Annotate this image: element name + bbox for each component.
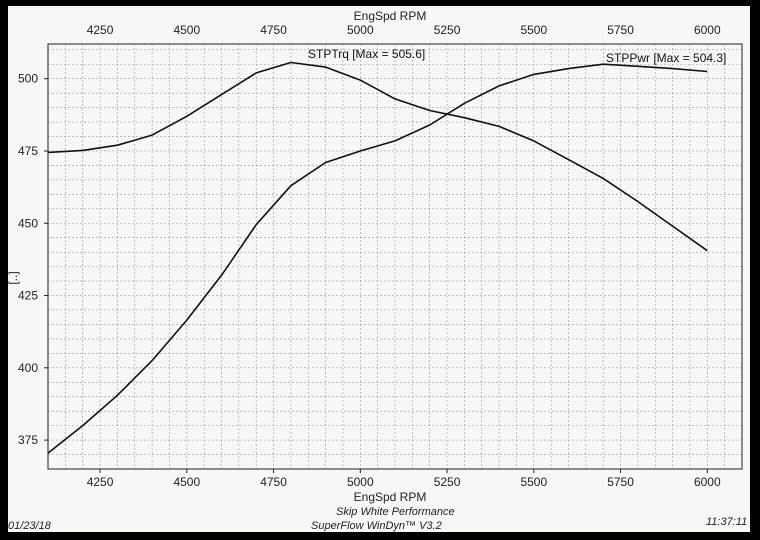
y-tick-label: 375 [18,433,38,447]
data-point-stppwr [463,102,465,104]
data-point-stppwr [221,274,223,276]
x-tick-label-top: 4250 [87,23,114,37]
data-point-stptrq [498,125,500,127]
data-point-stptrq [325,66,327,68]
data-point-stptrq [255,72,257,74]
x-tick-label-top: 4500 [173,23,200,37]
data-point-stppwr [186,319,188,321]
data-point-stppwr [672,68,674,70]
data-point-stptrq [116,144,118,146]
data-point-stppwr [82,425,84,427]
data-point-stppwr [255,224,257,226]
data-point-stppwr [498,85,500,87]
data-point-stptrq [82,149,84,151]
chart-series [47,61,708,454]
data-point-stppwr [706,70,708,72]
x-tick-label-bottom: 4500 [173,475,200,489]
data-point-stppwr [394,140,396,142]
data-point-stptrq [637,201,639,203]
x-tick-label-bottom: 4750 [260,475,287,489]
x-tick-label-top: 6000 [694,23,721,37]
x-tick-label-bottom: 5750 [607,475,634,489]
data-point-stppwr [47,452,49,454]
y-tick-label: 400 [18,361,38,375]
y-tick-label: 475 [18,144,38,158]
y-tick-label: 450 [18,216,38,230]
series-line-stppwr [47,63,708,454]
plot-border [47,43,743,470]
x-tick-label-top: 5750 [607,23,634,37]
data-point-stppwr [116,394,118,396]
data-point-stppwr [359,150,361,152]
x-tick-label-top: 5250 [434,23,461,37]
data-point-stptrq [463,117,465,119]
chart-frame: 4250 4250 4500 4500 4750 4750 5000 5000 5250 5250… [8,6,750,532]
x-tick-label-top: 5500 [520,23,547,37]
data-point-stppwr [602,63,604,65]
data-point-stptrq [706,250,708,252]
data-point-stppwr [151,360,153,362]
footer-software: SuperFlow WinDyn™ V3.2 [311,520,442,532]
data-point-stppwr [325,162,327,164]
data-point-stptrq [394,98,396,100]
chart-axes: 4250 4250 4500 4500 4750 4750 5000 5000 5250 5250… [18,23,743,489]
data-point-stppwr [637,65,639,67]
data-point-stptrq [359,79,361,81]
x-axis-title-top: EngSpd RPM [354,9,427,23]
footer-company: Skip White Performance [336,506,455,518]
footer-time: 11:37:11 [706,516,748,528]
footer-date: 01/23/18 [8,520,51,532]
x-tick-label-bottom: 4250 [87,475,114,489]
dyno-chart: 4250 4250 4500 4500 4750 4750 5000 5000 5250 5250… [8,9,743,504]
data-point-stptrq [568,159,570,161]
x-tick-label-bottom: 5500 [520,475,547,489]
series-annotation-stppwr: STPPwr [Max = 504.3] [606,51,726,65]
x-tick-label-bottom: 6000 [694,475,721,489]
data-point-stptrq [602,177,604,179]
x-tick-label-top: 4750 [260,23,287,37]
data-point-stppwr [429,124,431,126]
data-point-stptrq [429,109,431,111]
data-point-stptrq [672,225,674,227]
data-point-stptrq [221,94,223,96]
data-point-stptrq [151,134,153,136]
series-annotation-stptrq: STPTrq [Max = 505.6] [308,47,425,61]
data-point-stptrq [186,115,188,117]
data-point-stptrq [47,151,49,153]
data-point-stptrq [290,62,292,64]
data-point-stppwr [533,73,535,75]
y-tick-label: 425 [18,289,38,303]
x-tick-label-top: 5000 [347,23,374,37]
x-tick-label-bottom: 5000 [347,475,374,489]
y-tick-label: 500 [18,72,38,86]
x-tick-label-bottom: 5250 [434,475,461,489]
x-axis-title-bottom: EngSpd RPM [354,490,427,504]
data-point-stptrq [533,140,535,142]
data-point-stppwr [290,185,292,187]
chart-grid [47,44,743,469]
data-point-stppwr [568,68,570,70]
y-axis-title: [..] [8,271,20,284]
chart-labels: EngSpd RPM EngSpd RPM [..] STPTrq [Max = 50… [8,9,726,504]
series-line-stptrq [47,61,708,252]
